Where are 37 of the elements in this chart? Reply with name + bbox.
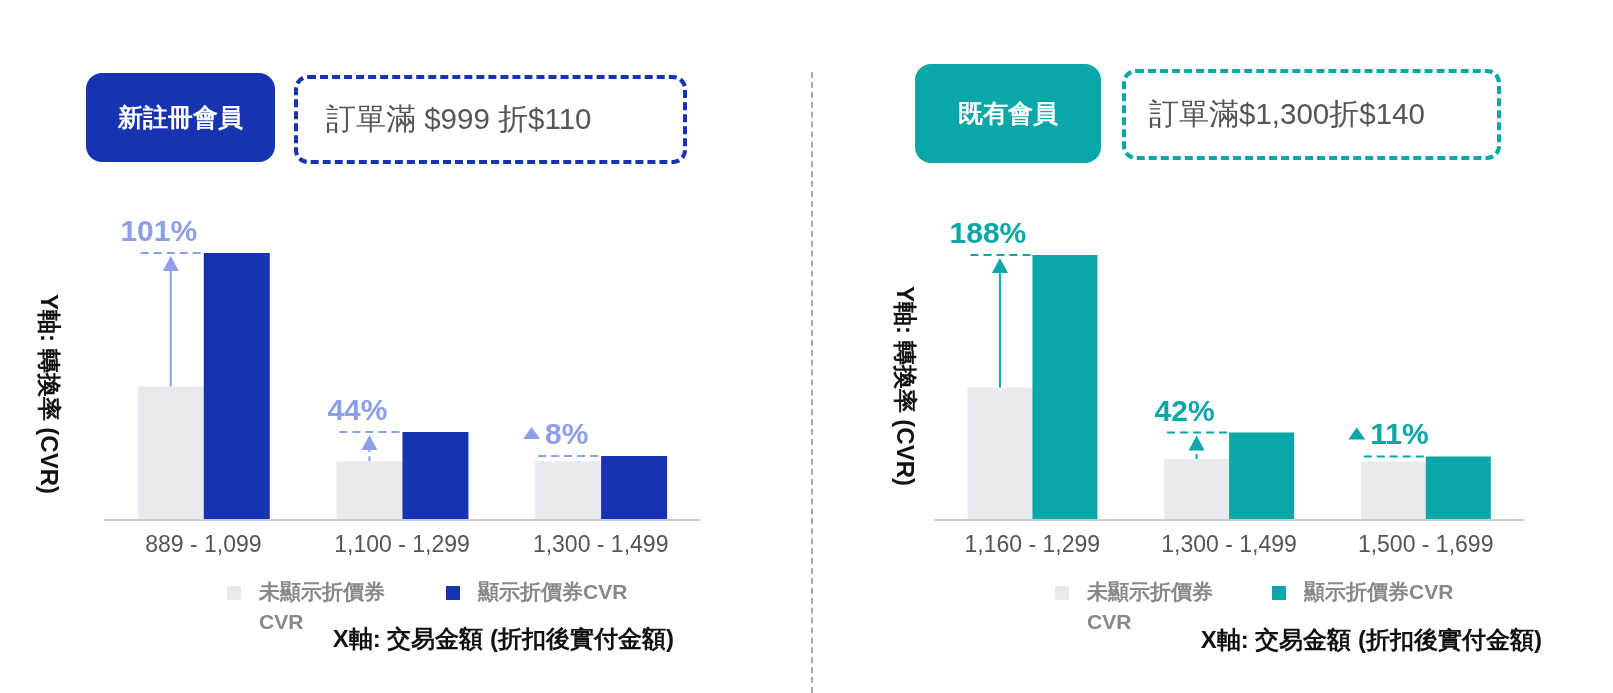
legend-label: 顯示折價券CVR bbox=[1304, 579, 1454, 605]
annotation: 8% bbox=[545, 416, 589, 450]
rounded-badge: 新註冊會員 bbox=[86, 73, 275, 162]
y-axis-title: Y軸: 轉換率 (CVR) bbox=[36, 294, 63, 494]
annotation: 188% bbox=[949, 216, 1027, 249]
x-tick-label: 1,100 - 1,299 bbox=[334, 531, 470, 558]
chart-title: 既有會員 bbox=[958, 98, 1058, 129]
bar bbox=[1425, 456, 1491, 520]
annotation: 44% bbox=[327, 392, 388, 426]
bar bbox=[967, 387, 1033, 520]
bar bbox=[535, 461, 602, 520]
x-tick-label: 889 - 1,099 bbox=[145, 531, 262, 558]
bar bbox=[1360, 461, 1426, 520]
y-axis-title: Y軸: 轉換率 (CVR) bbox=[892, 286, 919, 486]
bar bbox=[336, 461, 403, 520]
annotation: 11% bbox=[1370, 417, 1429, 451]
dashed-frame: 訂單滿$1,300折$140 bbox=[1122, 69, 1501, 160]
bar bbox=[601, 455, 668, 520]
x-tick-label: 1,300 - 1,499 bbox=[1161, 531, 1297, 558]
bar bbox=[402, 431, 469, 520]
rounded-badge: 既有會員 bbox=[915, 64, 1101, 163]
chart-subtitle: 訂單滿 $999 折$110 bbox=[326, 100, 592, 137]
dashed-frame: 訂單滿 $999 折$110 bbox=[294, 75, 687, 164]
bar bbox=[137, 386, 204, 520]
chart-subtitle: 訂單滿$1,300折$140 bbox=[1149, 95, 1425, 132]
x-tick-label: 1,300 - 1,499 bbox=[532, 531, 669, 558]
bar bbox=[1164, 459, 1230, 520]
annotation: 42% bbox=[1154, 393, 1215, 427]
x-tick-label: 1,500 - 1,699 bbox=[1357, 531, 1494, 558]
bar bbox=[203, 253, 270, 520]
x-axis-title: X軸: 交易金額 (折扣後實付金額) bbox=[1200, 626, 1542, 653]
bar bbox=[1229, 432, 1295, 520]
chart-title: 新註冊會員 bbox=[118, 102, 243, 133]
bar bbox=[1032, 255, 1098, 520]
annotation: 101% bbox=[120, 214, 198, 247]
legend-label: 顯示折價券CVR bbox=[478, 579, 628, 605]
x-tick-label: 1,160 - 1,299 bbox=[964, 531, 1101, 558]
